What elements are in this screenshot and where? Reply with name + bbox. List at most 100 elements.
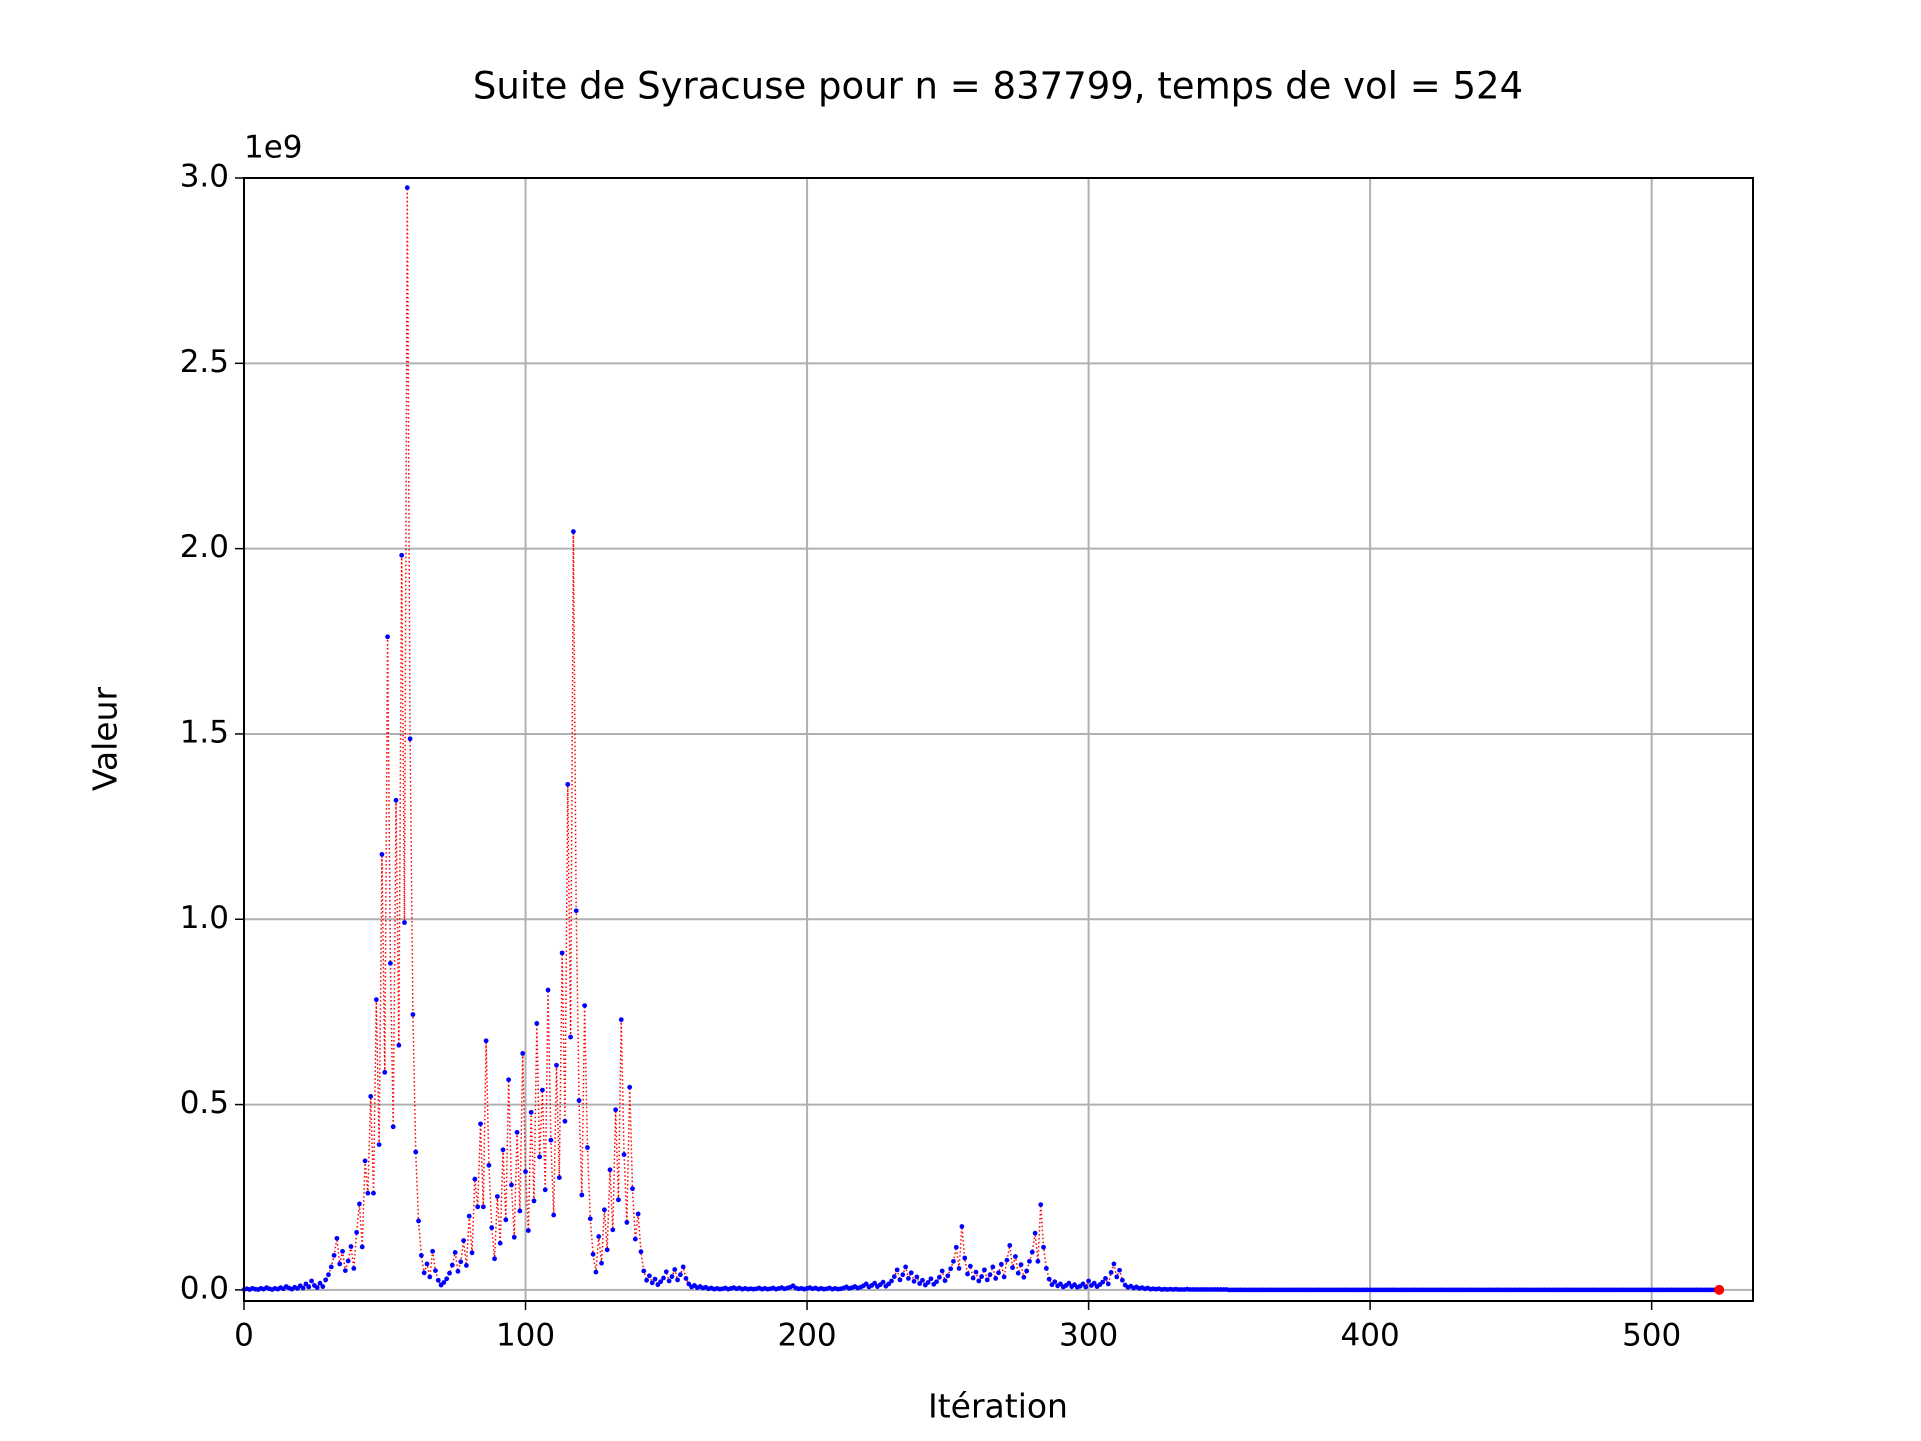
y-tick-label: 2.5 [180,344,229,380]
data-point [627,1084,633,1090]
data-point [976,1278,982,1284]
data-point [962,1255,968,1261]
data-point [894,1267,900,1273]
data-point [672,1267,678,1272]
data-point [661,1275,666,1281]
data-point [1046,1276,1052,1282]
data-point [326,1272,331,1278]
data-point [1041,1244,1046,1250]
data-point [973,1269,979,1275]
data-point [328,1264,334,1270]
data-point [1105,1281,1111,1287]
data-point [334,1235,340,1241]
data-point [956,1265,962,1271]
data-point [520,1051,526,1056]
data-point [601,1207,607,1213]
data-point [390,1124,396,1130]
data-point [1117,1267,1122,1273]
data-point [351,1265,357,1271]
data-point [677,1272,683,1278]
data-point [570,529,576,534]
data-point [551,1212,557,1218]
y-tick-label: 3.0 [180,159,229,195]
data-point [345,1258,351,1264]
data-point [430,1248,436,1254]
data-point [630,1186,635,1192]
data-point [917,1281,923,1286]
data-point [1052,1279,1058,1285]
data-point [993,1275,999,1281]
data-point [433,1268,438,1274]
data-point [317,1280,323,1286]
data-point [365,1190,371,1196]
data-point [587,1216,593,1222]
x-axis-label: Itération [928,1387,1068,1426]
x-tick-label: 500 [1622,1318,1681,1354]
data-point [914,1274,920,1280]
data-point [359,1244,365,1250]
y-offset-label: 1e9 [244,130,303,166]
data-point [469,1250,475,1256]
data-point [669,1274,675,1279]
data-point [1032,1230,1038,1236]
data-point [404,185,410,191]
x-tick-label: 400 [1341,1318,1400,1354]
data-point [1086,1278,1091,1284]
data-point [402,920,407,925]
data-point [494,1194,500,1199]
data-point [1004,1257,1010,1263]
data-point [632,1236,638,1242]
y-tick-label: 0.0 [180,1270,229,1306]
data-point [314,1285,320,1291]
data-point [1100,1279,1106,1285]
data-point [683,1275,689,1281]
data-point [559,950,565,956]
data-point [354,1230,360,1235]
data-point [616,1197,621,1203]
data-point [540,1087,545,1093]
data-point [556,1175,562,1180]
data-point [903,1264,908,1270]
data-point [928,1276,934,1282]
data-point [998,1261,1004,1267]
data-point [340,1248,345,1254]
data-point [647,1273,652,1279]
data-point [531,1198,537,1204]
data-point [1001,1274,1007,1280]
data-point [435,1277,441,1283]
data-point [1038,1202,1044,1208]
data-point [889,1278,894,1284]
data-point [951,1258,956,1264]
data-point [1035,1258,1041,1264]
x-tick-label: 0 [234,1318,254,1354]
data-point [1029,1249,1035,1255]
y-tick-label: 0.5 [180,1085,229,1121]
data-point [982,1267,987,1273]
data-point [891,1274,897,1279]
data-point [618,1017,624,1023]
data-point [387,960,393,966]
data-point [900,1272,906,1278]
x-tick-label: 100 [496,1318,555,1354]
data-point [309,1278,314,1284]
data-point [413,1149,419,1155]
data-point [562,1118,568,1124]
data-point [638,1249,644,1255]
data-point [306,1284,312,1290]
data-point [534,1021,540,1026]
data-point [644,1277,649,1283]
data-point [441,1280,447,1285]
y-axis-label: Valeur [86,686,125,791]
data-point [658,1279,664,1285]
data-point [948,1266,954,1272]
data-point [503,1217,509,1223]
data-point [480,1204,486,1210]
chart-title: Suite de Syracuse pour n = 837799, temps… [473,65,1523,108]
data-point [506,1077,512,1083]
data-point [649,1280,655,1286]
data-point [613,1107,619,1113]
data-point [1111,1261,1117,1267]
data-point [399,552,405,558]
data-point [880,1279,886,1285]
